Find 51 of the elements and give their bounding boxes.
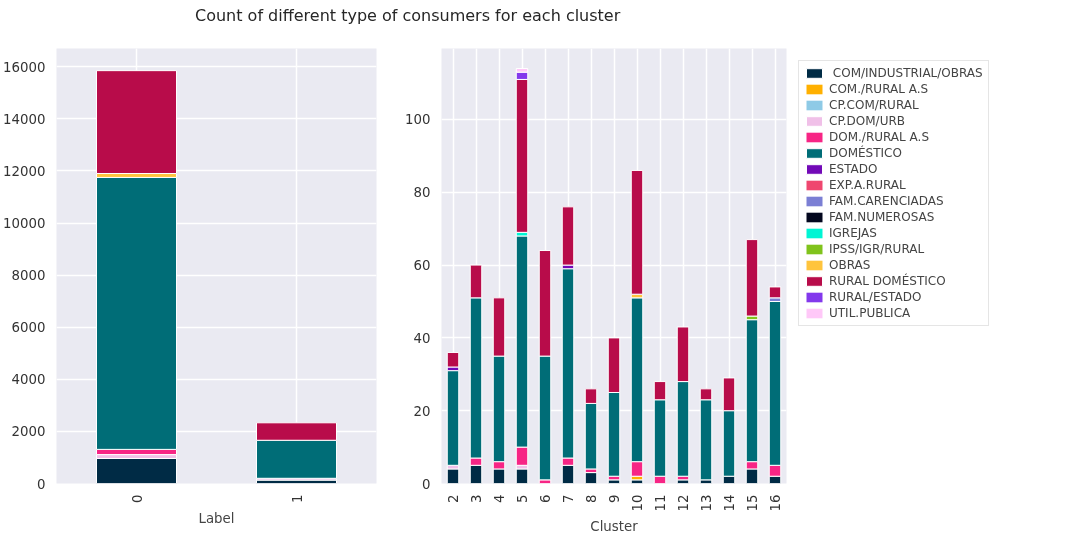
y-tick-label: 0 (37, 476, 46, 492)
legend-label: IGREJAS (829, 226, 877, 240)
x-tick-label: 11 (653, 494, 668, 512)
x-tick-label: 0 (129, 494, 145, 503)
x-tick-label: 8 (584, 494, 599, 503)
legend-label: CP.COM/RURAL (829, 98, 919, 112)
legend-label: RURAL/ESTADO (829, 290, 922, 304)
x-tick-label: 5 (515, 494, 530, 503)
y-tick-label: 12000 (3, 163, 46, 179)
x-tick-label: 13 (699, 494, 714, 512)
y-tick-label: 60 (413, 258, 431, 274)
x-tick-label: 3 (469, 494, 484, 503)
legend-label: UTIL.PUBLICA (829, 306, 911, 320)
legend-label: FAM.CARENCIADAS (829, 194, 944, 208)
x-axis-title: Label (198, 510, 235, 526)
x-tick-label: 7 (561, 494, 576, 503)
y-tick-label: 4000 (11, 372, 46, 388)
legend-label: ESTADO (829, 162, 878, 176)
x-tick-label: 2 (446, 494, 461, 503)
legend-label: DOM./RURAL A.S (829, 130, 930, 144)
x-tick-label: 14 (722, 494, 737, 512)
x-tick-label: 6 (538, 494, 553, 503)
y-tick-label: 8000 (11, 268, 46, 284)
x-tick-label: 16 (768, 494, 783, 512)
x-tick-label: 12 (676, 494, 691, 512)
legend-label: OBRAS (829, 258, 871, 272)
y-tick-label: 100 (405, 112, 431, 128)
legend-label: RURAL DOMÉSTICO (829, 274, 946, 288)
legend-label: CP.DOM/URB (829, 114, 905, 128)
y-tick-label: 10000 (3, 216, 46, 232)
y-tick-label: 40 (413, 330, 431, 346)
legend-label: IPSS/IGR/RURAL (829, 242, 925, 256)
y-tick-label: 80 (413, 185, 431, 201)
legend-label: COM./RURAL A.S (829, 82, 929, 96)
y-tick-label: 14000 (3, 111, 46, 127)
y-tick-label: 16000 (3, 59, 46, 75)
legend-label: EXP.A.RURAL (829, 178, 906, 192)
chart-title: Count of different type of consumers for each cluster (195, 5, 621, 27)
y-tick-label: 6000 (11, 320, 46, 336)
x-tick-label: 15 (745, 494, 760, 512)
legend-label: COM/INDUSTRIAL/OBRAS (831, 66, 983, 80)
x-tick-label: 1 (289, 494, 305, 503)
x-axis-title: Cluster (590, 519, 639, 535)
legend-label: DOMÉSTICO (829, 146, 902, 160)
legend-label: FAM.NUMEROSAS (829, 210, 935, 224)
y-tick-label: 20 (413, 403, 431, 419)
x-tick-label: 9 (607, 494, 622, 503)
x-tick-label: 4 (492, 494, 507, 503)
x-tick-label: 10 (630, 494, 645, 512)
y-tick-label: 0 (422, 476, 431, 492)
y-tick-label: 2000 (11, 424, 46, 440)
